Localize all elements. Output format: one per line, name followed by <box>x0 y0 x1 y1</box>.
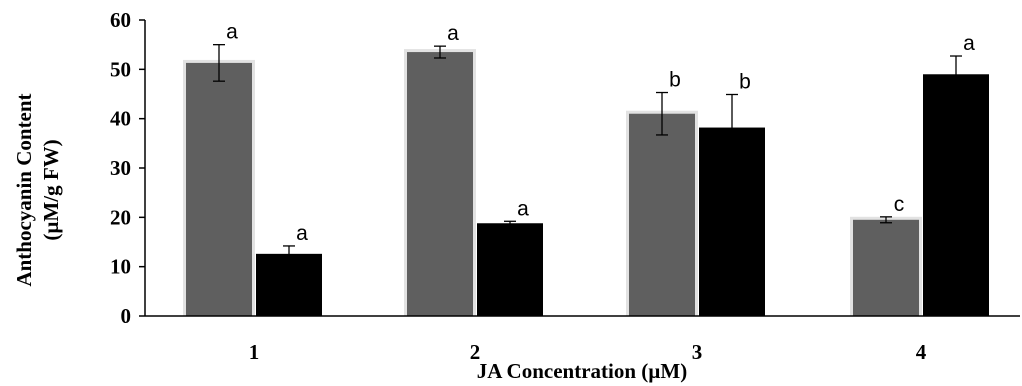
y-tick-label: 40 <box>110 107 131 131</box>
significance-label: c <box>894 193 905 216</box>
plot-area: a a b c a a b a <box>183 21 989 317</box>
x-tick-label: 3 <box>692 340 703 364</box>
bar <box>256 253 322 316</box>
y-axis-title: Anthocyanin Content <box>12 93 36 286</box>
y-axis-title-unit: (µM/g FW) <box>39 139 63 240</box>
bar <box>923 74 989 317</box>
bar <box>186 62 252 316</box>
x-tick-label: 1 <box>249 340 260 364</box>
y-tick-label: 10 <box>110 255 131 279</box>
significance-label: b <box>669 69 681 92</box>
x-axis-title: JA Concentration (µM) <box>477 359 687 383</box>
y-tick-label: 20 <box>110 205 131 229</box>
significance-label: a <box>296 222 308 245</box>
y-axis-title-line2: (µM/g FW) <box>39 139 63 240</box>
y-tick-label: 50 <box>110 57 131 81</box>
bar <box>853 219 919 316</box>
significance-label: a <box>963 32 975 55</box>
significance-label: a <box>226 21 238 44</box>
x-tick-label: 4 <box>916 340 927 364</box>
significance-label: a <box>447 22 459 45</box>
significance-label: a <box>517 197 529 220</box>
y-axis-ticks: 0 10 20 30 40 50 60 <box>110 8 145 328</box>
significance-label: b <box>739 70 751 93</box>
y-axis-title-line1: Anthocyanin Content <box>12 93 36 286</box>
x-axis-ticks: 1 2 3 4 <box>249 340 927 364</box>
bar <box>629 113 695 316</box>
x-tick-label: 2 <box>470 340 481 364</box>
bar <box>477 223 543 316</box>
y-tick-label: 0 <box>121 304 132 328</box>
bar <box>407 52 473 317</box>
y-tick-label: 30 <box>110 156 131 180</box>
y-tick-label: 60 <box>110 8 131 32</box>
